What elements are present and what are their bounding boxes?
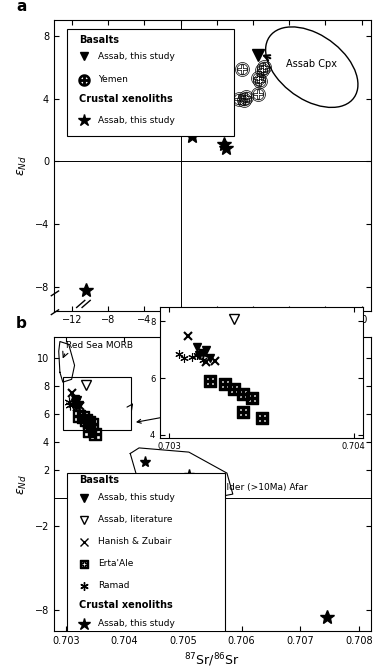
Text: Crustal xenoliths: Crustal xenoliths <box>80 94 173 104</box>
Text: Assab, literature: Assab, literature <box>98 515 173 524</box>
Text: Yemen: Yemen <box>98 75 128 84</box>
Text: Ramad: Ramad <box>98 581 130 591</box>
Text: Assab, this study: Assab, this study <box>98 52 175 61</box>
Text: Crustal xenoliths: Crustal xenoliths <box>80 601 173 611</box>
Text: Assab, this study: Assab, this study <box>98 116 175 125</box>
Text: Red Sea MORB: Red Sea MORB <box>66 341 133 350</box>
Bar <box>63 377 131 430</box>
Text: Basalts: Basalts <box>80 35 119 45</box>
FancyBboxPatch shape <box>67 29 234 136</box>
Y-axis label: $\varepsilon_{Nd}$: $\varepsilon_{Nd}$ <box>16 155 29 176</box>
Text: b: b <box>16 317 27 331</box>
Text: Hanish & Zubair: Hanish & Zubair <box>98 537 172 546</box>
Text: Assab, this study: Assab, this study <box>98 493 175 502</box>
FancyBboxPatch shape <box>67 472 225 637</box>
X-axis label: $^{87}$Sr/$^{86}$Sr: $^{87}$Sr/$^{86}$Sr <box>185 652 240 668</box>
Y-axis label: $\varepsilon_{Nd}$: $\varepsilon_{Nd}$ <box>16 474 29 495</box>
Text: a: a <box>16 0 26 14</box>
Text: Basalts: Basalts <box>80 476 119 486</box>
Text: Assab Cpx: Assab Cpx <box>286 59 337 69</box>
X-axis label: $\varepsilon_{Hf}$: $\varepsilon_{Hf}$ <box>203 331 222 344</box>
Text: older (>10Ma) Afar: older (>10Ma) Afar <box>221 484 308 492</box>
Text: Assab Cpx: Assab Cpx <box>137 405 228 424</box>
Text: Erta'Ale: Erta'Ale <box>98 559 134 568</box>
Text: Assab, this study: Assab, this study <box>98 619 175 629</box>
